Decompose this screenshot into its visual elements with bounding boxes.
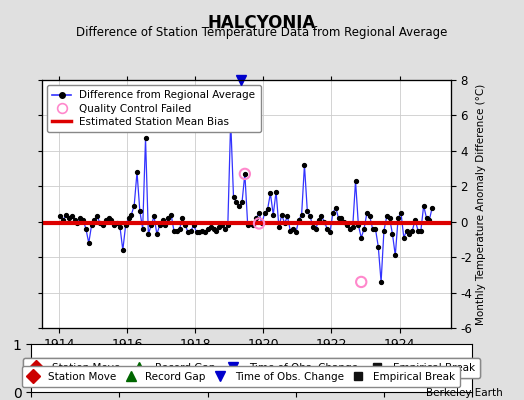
Point [255, 220, 263, 227]
Text: Berkeley Earth: Berkeley Earth [427, 388, 503, 398]
Text: HALCYONIA: HALCYONIA [208, 14, 316, 32]
Point [357, 279, 365, 285]
Y-axis label: Monthly Temperature Anomaly Difference (°C): Monthly Temperature Anomaly Difference (… [476, 83, 486, 325]
Legend: Station Move, Record Gap, Time of Obs. Change, Empirical Break: Station Move, Record Gap, Time of Obs. C… [22, 366, 460, 387]
Text: Difference of Station Temperature Data from Regional Average: Difference of Station Temperature Data f… [77, 26, 447, 39]
Legend: Station Move, Record Gap, Time of Obs. Change, Empirical Break: Station Move, Record Gap, Time of Obs. C… [23, 358, 480, 378]
Point [241, 171, 249, 177]
Legend: Difference from Regional Average, Quality Control Failed, Estimated Station Mean: Difference from Regional Average, Qualit… [47, 85, 260, 132]
